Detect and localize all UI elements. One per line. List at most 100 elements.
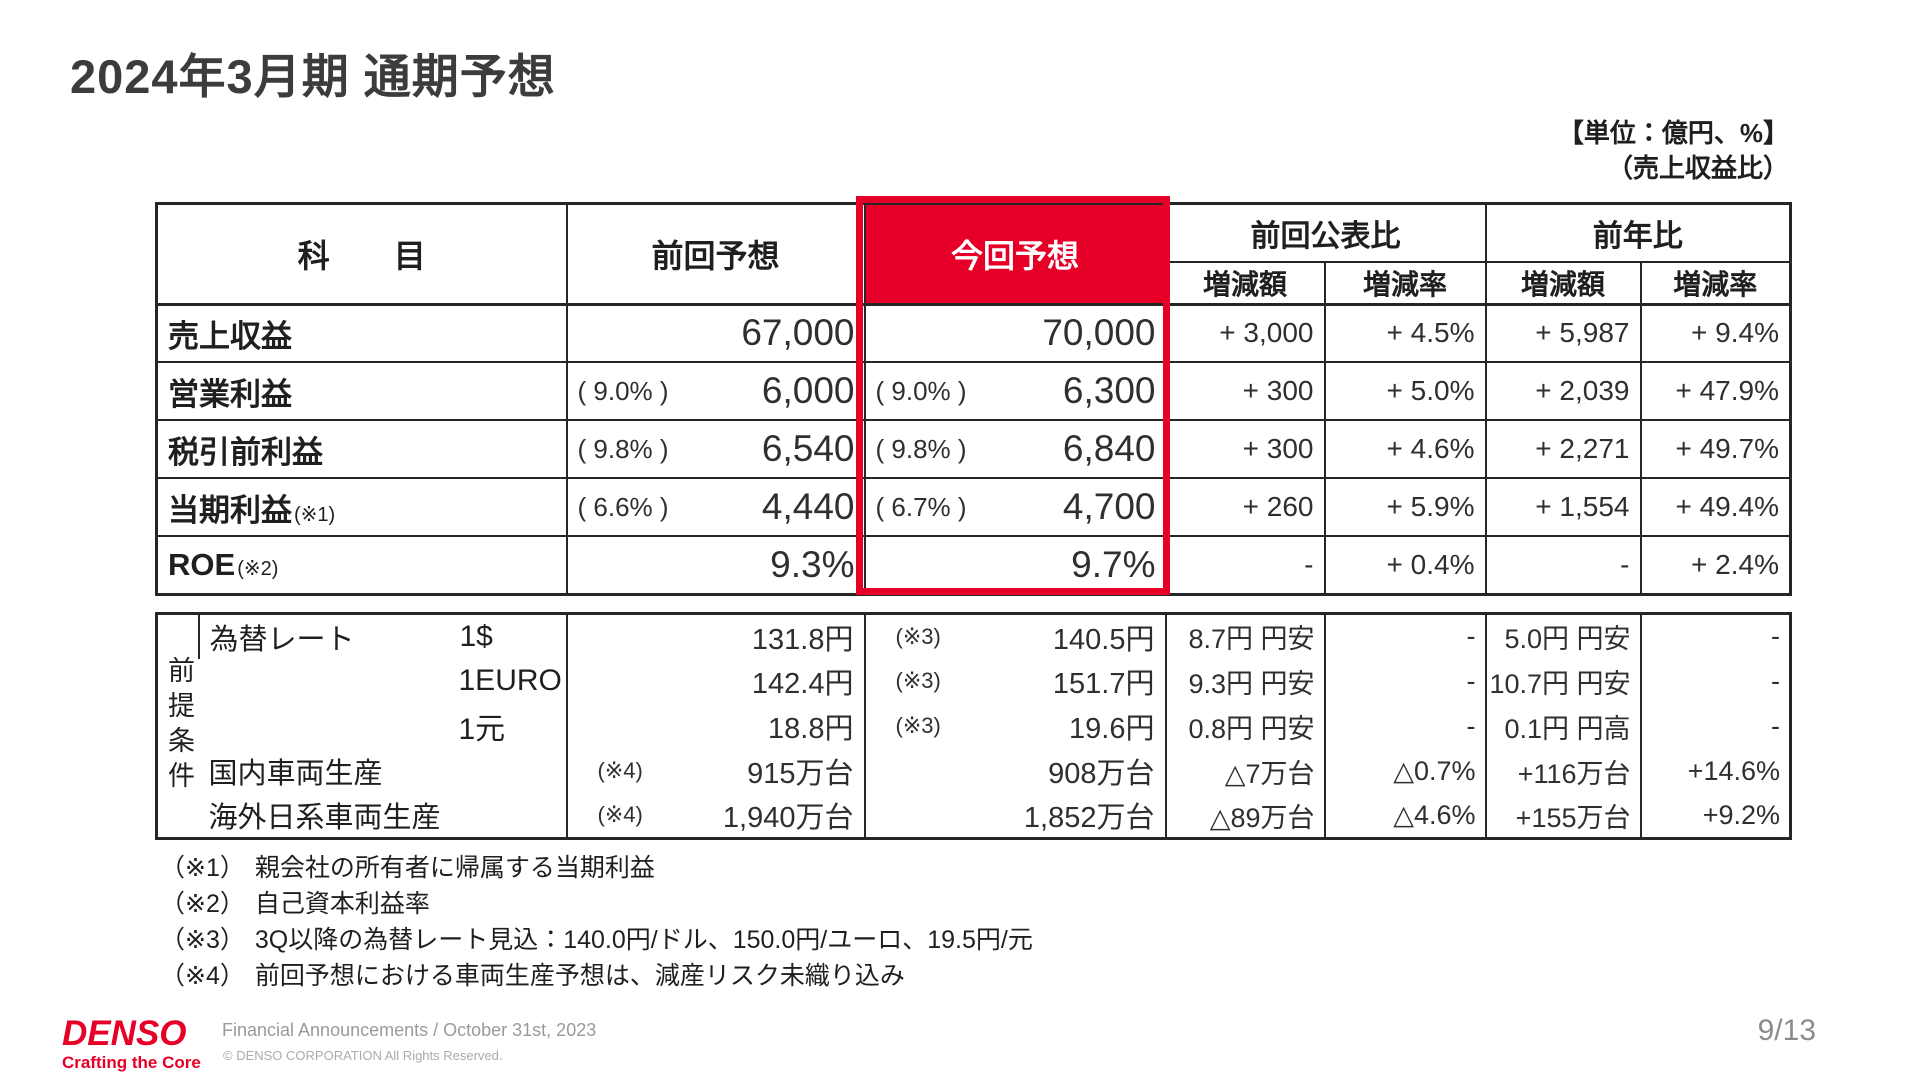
col-header-vs-prior-year: 前年比 <box>1484 202 1792 263</box>
forecast-table: 科 目 前回予想 今回予想 前回公表比 前年比 増減額 増減率 増減額 増減率 … <box>155 202 1792 596</box>
row-label-text: ROE <box>168 546 236 582</box>
footnote-text: 自己資本利益率 <box>254 890 430 918</box>
yoy-rate-cell: + 2.4% <box>1639 535 1792 595</box>
yoy-amount-cell: 0.1円 円高 <box>1484 703 1641 749</box>
current-forecast-cell: (※3) 140.5円 <box>863 613 1166 659</box>
footnote-line: （※3） 3Q以降の為替レート見込：140.0円/ドル、150.0円/ユーロ、19… <box>160 922 1033 958</box>
col-header-vs-previous: 前回公表比 <box>1164 202 1487 263</box>
vs-previous-rate-cell: △0.7% <box>1323 748 1486 794</box>
yoy-rate-cell: +9.2% <box>1639 793 1791 839</box>
table-row: 1元 18.8円 (※3) 19.6円 0.8円 円安 - 0.1円 円高 - <box>157 703 1791 749</box>
yoy-amount-cell: +116万台 <box>1484 748 1641 794</box>
previous-forecast-cell: 142.4円 <box>565 658 865 704</box>
footnote-ref: (※3) <box>895 623 941 649</box>
row-label-note: (※2) <box>237 557 279 580</box>
value-text: 1,940万台 <box>722 802 854 835</box>
footnote-id: （※1） <box>160 854 245 882</box>
yoy-rate-cell: + 9.4% <box>1639 303 1792 363</box>
vs-previous-amount-cell: + 260 <box>1164 477 1326 537</box>
yoy-rate-cell: - <box>1639 658 1791 704</box>
denso-tagline: Crafting the Core <box>62 1053 201 1072</box>
page-title: 2024年3月期 通期予想 <box>70 50 556 103</box>
table-row: ROE (※2) 9.3% 9.7% - + 0.4% - + 2.4% <box>155 535 1792 595</box>
value-text: 151.7円 <box>1052 668 1155 700</box>
col-header-change-amount: 増減額 <box>1484 260 1642 306</box>
vs-previous-amount-cell: + 300 <box>1164 361 1326 421</box>
current-forecast-cell: 9.7% <box>863 535 1167 595</box>
previous-forecast-cell: ( 6.6% ) 4,440 <box>565 477 866 537</box>
yoy-rate-cell: - <box>1639 613 1791 659</box>
previous-forecast-cell: 131.8円 <box>565 613 865 659</box>
row-label-text: 当期利益 <box>168 492 292 528</box>
col-header-change-rate: 増減率 <box>1639 260 1792 306</box>
table-row: 海外日系車両生産 (※4) 1,940万台 1,852万台 △89万台 △4.6%… <box>157 793 1791 839</box>
vs-previous-amount-cell: △89万台 <box>1164 793 1325 839</box>
table-row: 当期利益 (※1) ( 6.6% ) 4,440 ( 6.7% ) 4,700 + 2… <box>155 477 1792 537</box>
yoy-amount-cell: + 1,554 <box>1484 477 1642 537</box>
table-row: 国内車両生産 (※4) 915万台 908万台 △7万台 △0.7% +116万台… <box>157 748 1791 794</box>
ratio-text: ( 9.0% ) <box>577 375 669 406</box>
assumption-unit: 1元 <box>458 713 506 746</box>
table-row: 前提条件 為替レート 1$ 131.8円 (※3) 140.5円 8.7円 円安 -… <box>157 613 1791 796</box>
yoy-rate-cell: + 47.9% <box>1639 361 1792 421</box>
denso-logo: DENSO Crafting the Core <box>62 1014 201 1073</box>
footnote-line: （※1） 親会社の所有者に帰属する当期利益 <box>160 850 1033 886</box>
previous-forecast-cell: (※4) 1,940万台 <box>565 793 865 839</box>
vs-previous-rate-cell: - <box>1323 613 1486 659</box>
yoy-amount-cell: +155万台 <box>1484 793 1641 839</box>
table-row: 1EURO 142.4円 (※3) 151.7円 9.3円 円安 - 10.7円 … <box>157 658 1791 704</box>
value-text: 6,300 <box>1062 370 1156 411</box>
footer-event-title: Financial Announcements / October 31st, … <box>222 1020 597 1040</box>
value-text: 70,000 <box>1042 312 1156 354</box>
current-forecast-cell: (※3) 151.7円 <box>863 658 1166 704</box>
page-number: 9/13 <box>1757 1014 1816 1047</box>
col-header-previous-forecast: 前回予想 <box>565 202 866 306</box>
assumption-item: 国内車両生産 <box>199 749 567 794</box>
previous-forecast-cell: (※4) 915万台 <box>565 748 865 794</box>
footnote-text: 前回予想における車両生産予想は、減産リスク未織り込み <box>254 962 905 990</box>
row-label-text: 売上収益 <box>168 318 292 354</box>
current-forecast-cell: ( 9.0% ) 6,300 <box>863 361 1167 421</box>
previous-forecast-cell: ( 9.0% ) 6,000 <box>565 361 866 421</box>
footnote-id: （※2） <box>160 890 245 918</box>
vs-previous-amount-cell: 8.7円 円安 <box>1164 613 1325 659</box>
value-text: 140.5円 <box>1052 623 1155 656</box>
table-row: 売上収益 67,000 70,000 + 3,000 + 4.5% + 5,98… <box>155 303 1792 363</box>
footnote-ref: (※4) <box>597 758 643 783</box>
assumptions-side-label-text: 前提条件 <box>164 656 194 796</box>
unit-note-line1: 【単位：億円、%】 <box>1557 118 1789 148</box>
assumption-item: 1EURO <box>199 659 567 704</box>
ratio-text: ( 9.8% ) <box>577 433 669 464</box>
assumption-name: 為替レート <box>209 623 355 656</box>
vs-previous-rate-cell: - <box>1323 703 1486 749</box>
value-text: 6,540 <box>761 428 855 469</box>
previous-forecast-cell: ( 9.8% ) 6,540 <box>565 419 866 479</box>
value-text: 6,840 <box>1062 428 1156 469</box>
vs-previous-amount-cell: 9.3円 円安 <box>1164 658 1325 704</box>
value-text: 131.8円 <box>751 623 854 656</box>
footnote-ref: (※4) <box>597 802 643 828</box>
previous-forecast-cell: 18.8円 <box>565 703 865 749</box>
row-label-text: 税引前利益 <box>168 434 323 470</box>
value-text: 67,000 <box>741 312 855 354</box>
current-forecast-cell: 1,852万台 <box>863 793 1166 839</box>
ratio-text: ( 6.7% ) <box>875 491 967 522</box>
assumption-item: 海外日系車両生産 <box>199 794 567 839</box>
col-header-item: 科 目 <box>155 202 568 306</box>
denso-logo-text: DENSO <box>62 1014 187 1053</box>
value-text: 915万台 <box>747 758 854 790</box>
footnote-ref: (※3) <box>895 713 941 738</box>
current-forecast-cell: (※3) 19.6円 <box>863 703 1166 749</box>
table-row: 税引前利益 ( 9.8% ) 6,540 ( 9.8% ) 6,840 + 300 … <box>155 419 1792 479</box>
yoy-amount-cell: 10.7円 円安 <box>1484 658 1641 704</box>
value-text: 908万台 <box>1048 758 1155 790</box>
value-text: 4,440 <box>761 486 855 527</box>
previous-forecast-cell: 67,000 <box>565 303 866 363</box>
current-forecast-cell: 70,000 <box>863 303 1167 363</box>
value-text: 9.3% <box>770 543 855 585</box>
yoy-rate-cell: - <box>1639 703 1791 749</box>
yoy-amount-cell: + 5,987 <box>1484 303 1642 363</box>
assumption-name: 海外日系車両生産 <box>208 802 441 835</box>
current-forecast-cell: ( 6.7% ) 4,700 <box>863 477 1167 537</box>
